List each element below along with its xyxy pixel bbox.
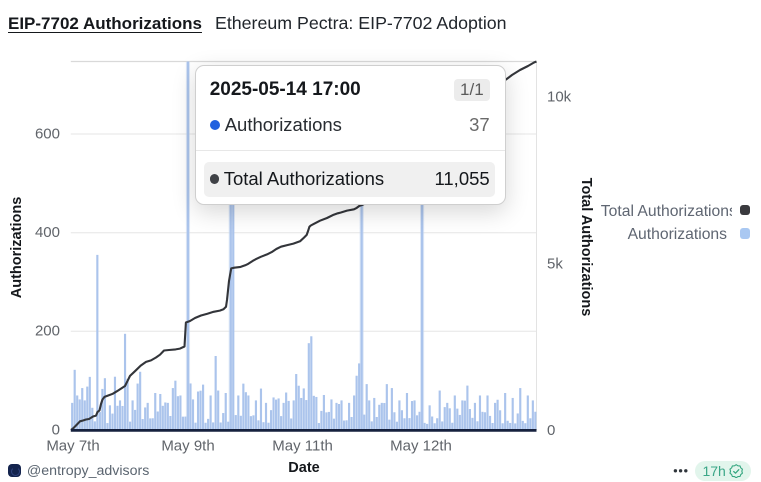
svg-text:May 11th: May 11th: [272, 438, 333, 455]
svg-text:May 7th: May 7th: [46, 438, 99, 455]
svg-text:Authorizations: Authorizations: [9, 197, 25, 299]
svg-text:200: 200: [35, 323, 60, 340]
svg-text:10k: 10k: [547, 89, 572, 106]
svg-text:Total Authorizations: Total Authorizations: [578, 178, 594, 317]
svg-text:0: 0: [547, 422, 555, 439]
svg-text:600: 600: [35, 125, 60, 142]
svg-text:May 12th: May 12th: [390, 438, 452, 455]
svg-text:0: 0: [52, 421, 60, 438]
svg-text:Date: Date: [288, 460, 319, 476]
svg-text:5k: 5k: [547, 255, 563, 272]
svg-text:May 9th: May 9th: [161, 438, 214, 455]
svg-text:400: 400: [35, 224, 60, 241]
